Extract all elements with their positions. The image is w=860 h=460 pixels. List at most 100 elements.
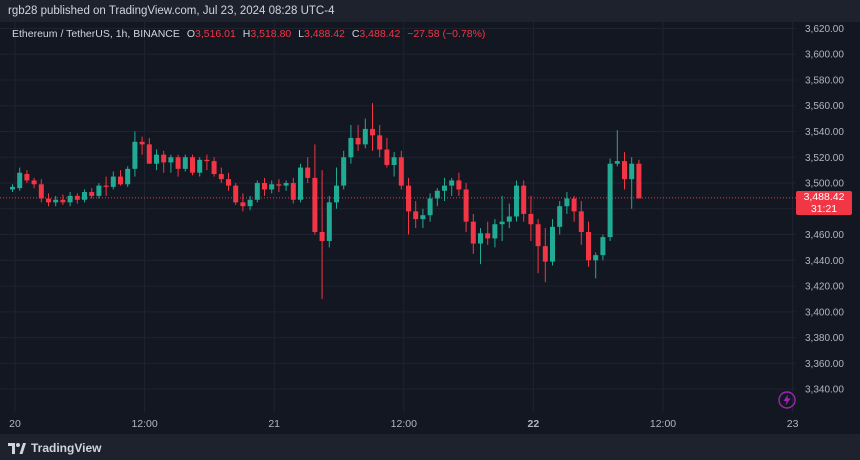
candle: [312, 144, 318, 235]
candle: [420, 208, 426, 229]
candle: [326, 195, 332, 248]
time-tick-label: 12:00: [131, 418, 157, 430]
candles: [10, 103, 642, 299]
candle-body: [305, 167, 311, 178]
candle: [391, 152, 397, 177]
candle-body: [334, 185, 339, 203]
candle-body: [146, 144, 152, 164]
candle-body: [190, 157, 195, 173]
symbol-title[interactable]: Ethereum / TetherUS, 1h, BINANCE: [12, 28, 180, 40]
candle: [463, 183, 469, 232]
candle-body: [355, 137, 361, 145]
candle: [550, 219, 555, 266]
candle-body: [535, 224, 541, 247]
candle-body: [550, 226, 555, 262]
candle: [60, 194, 66, 205]
candle: [521, 180, 527, 222]
candle-body: [319, 231, 325, 241]
candle-body: [161, 154, 167, 163]
time-tick-label: 21: [268, 418, 280, 430]
candle: [233, 183, 239, 205]
candle-body: [600, 237, 606, 256]
candle: [478, 228, 483, 265]
candle: [398, 150, 404, 190]
candle: [204, 154, 210, 171]
lightning-bolt-icon[interactable]: [778, 391, 796, 409]
candle: [125, 166, 131, 187]
candle: [586, 221, 591, 267]
candle-body: [89, 192, 95, 196]
candle: [247, 195, 253, 211]
candle-body: [614, 161, 620, 164]
candle-body: [24, 174, 30, 181]
candle: [24, 170, 30, 184]
candle-body: [586, 231, 591, 261]
price-tick-label: 3,520.00: [805, 153, 844, 164]
candle: [492, 219, 498, 248]
candle-body: [506, 216, 512, 222]
change-value: −27.58 (−0.78%): [407, 28, 486, 40]
candle: [74, 193, 80, 204]
candle: [276, 179, 282, 193]
candle-body: [154, 154, 159, 164]
candle: [218, 167, 224, 184]
candle: [269, 180, 275, 194]
candle: [110, 171, 116, 190]
candle-body: [564, 198, 570, 207]
candle: [384, 137, 390, 168]
candle-body: [67, 195, 73, 203]
symbol-legend[interactable]: Ethereum / TetherUS, 1h, BINANCE O3,516.…: [12, 28, 485, 40]
candle-body: [370, 128, 375, 136]
price-tick-label: 3,500.00: [805, 179, 844, 190]
candle: [262, 177, 267, 196]
candle: [31, 177, 37, 189]
candle: [362, 118, 368, 149]
candle-body: [10, 186, 15, 190]
candle: [319, 170, 325, 299]
candle: [607, 158, 613, 241]
candle: [614, 130, 620, 167]
candle: [89, 188, 95, 199]
candle-body: [17, 172, 23, 189]
candle-body: [168, 157, 174, 163]
candle-body: [427, 198, 433, 216]
candle: [341, 150, 347, 190]
time-tick-label: 12:00: [391, 418, 417, 430]
candle: [629, 157, 635, 209]
candle: [46, 193, 51, 207]
candle: [622, 152, 627, 190]
candle-body: [434, 190, 440, 199]
price-tick-label: 3,560.00: [805, 101, 844, 112]
footer-bar: [0, 434, 860, 460]
candle-body: [240, 202, 246, 207]
candle-body: [492, 224, 498, 239]
close-value: 3,488.42: [359, 28, 401, 40]
close-label: C: [351, 28, 360, 40]
candle-body: [636, 163, 642, 199]
candle-body: [31, 180, 37, 185]
candle: [506, 203, 512, 229]
brand[interactable]: TradingView: [8, 441, 101, 455]
price-tick-label: 3,380.00: [805, 333, 844, 344]
candle-body: [413, 211, 419, 220]
candle-body: [204, 159, 210, 162]
time-tick-label: 23: [787, 418, 799, 430]
tradingview-logo-icon: [8, 442, 26, 454]
high-label: H: [242, 28, 251, 40]
candle-body: [132, 141, 138, 169]
candle-body: [290, 183, 296, 200]
candle-body: [528, 213, 534, 225]
candle: [132, 131, 138, 177]
price-tick-label: 3,600.00: [805, 50, 844, 61]
candle: [571, 195, 577, 222]
candle: [434, 188, 440, 207]
candle-body: [262, 183, 267, 190]
candle-body: [312, 177, 318, 232]
time-axis[interactable]: 20 12:00 21 12:00 22 12:00 23: [9, 418, 798, 430]
candle: [298, 163, 303, 203]
candle-body: [377, 135, 383, 150]
candle-body: [218, 174, 224, 180]
chart-grid: [0, 22, 796, 412]
candle: [442, 177, 447, 202]
